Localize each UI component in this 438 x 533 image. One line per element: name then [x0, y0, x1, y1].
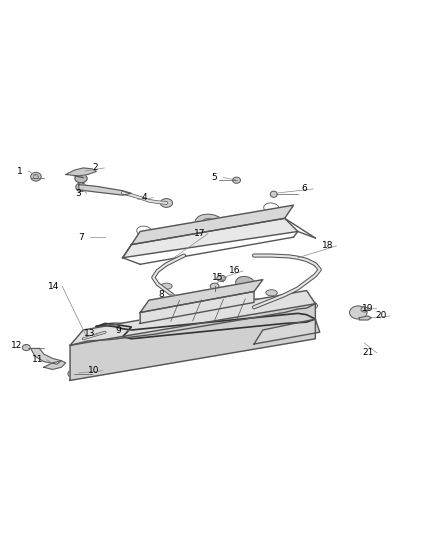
Text: 12: 12	[11, 341, 22, 350]
Ellipse shape	[99, 323, 146, 346]
Ellipse shape	[257, 304, 268, 310]
Text: 13: 13	[84, 329, 95, 338]
Text: 19: 19	[362, 304, 374, 313]
Polygon shape	[131, 205, 293, 245]
Ellipse shape	[283, 305, 296, 313]
Ellipse shape	[361, 307, 368, 312]
Ellipse shape	[266, 290, 277, 296]
Ellipse shape	[195, 214, 226, 234]
Ellipse shape	[161, 283, 172, 289]
Ellipse shape	[31, 172, 41, 181]
Ellipse shape	[233, 177, 240, 183]
Ellipse shape	[210, 283, 219, 289]
Polygon shape	[140, 280, 263, 312]
Text: 4: 4	[142, 193, 147, 202]
Ellipse shape	[350, 306, 367, 319]
Ellipse shape	[239, 299, 286, 322]
Text: 15: 15	[212, 273, 224, 282]
Polygon shape	[44, 361, 66, 369]
Ellipse shape	[236, 277, 255, 290]
Text: 21: 21	[362, 348, 374, 357]
Ellipse shape	[76, 183, 86, 191]
Text: 18: 18	[322, 241, 333, 251]
Text: 10: 10	[88, 366, 100, 375]
Text: 16: 16	[229, 266, 240, 276]
Ellipse shape	[152, 301, 163, 307]
Ellipse shape	[81, 338, 94, 346]
Text: 6: 6	[301, 184, 307, 193]
Ellipse shape	[75, 174, 87, 183]
Ellipse shape	[68, 370, 77, 377]
Text: 14: 14	[48, 282, 59, 290]
Ellipse shape	[270, 191, 277, 197]
Text: 8: 8	[158, 289, 164, 298]
Ellipse shape	[160, 199, 173, 207]
Polygon shape	[140, 292, 254, 324]
Text: 5: 5	[212, 173, 218, 182]
Text: 11: 11	[32, 356, 44, 364]
Text: 2: 2	[93, 164, 98, 173]
Polygon shape	[66, 168, 96, 176]
Polygon shape	[254, 319, 320, 344]
Text: 17: 17	[194, 229, 205, 238]
Ellipse shape	[221, 316, 234, 324]
Polygon shape	[359, 316, 371, 320]
Ellipse shape	[147, 327, 160, 335]
Text: 9: 9	[115, 326, 121, 335]
Polygon shape	[70, 304, 315, 381]
Polygon shape	[31, 349, 61, 364]
Polygon shape	[70, 290, 315, 345]
Ellipse shape	[22, 344, 30, 351]
Text: 7: 7	[78, 232, 84, 241]
Ellipse shape	[169, 311, 216, 334]
Text: 3: 3	[75, 189, 81, 198]
Ellipse shape	[217, 275, 226, 281]
Text: 1: 1	[17, 166, 23, 175]
Text: 20: 20	[375, 311, 387, 320]
Polygon shape	[79, 184, 131, 195]
Polygon shape	[123, 219, 298, 258]
Ellipse shape	[304, 301, 318, 309]
